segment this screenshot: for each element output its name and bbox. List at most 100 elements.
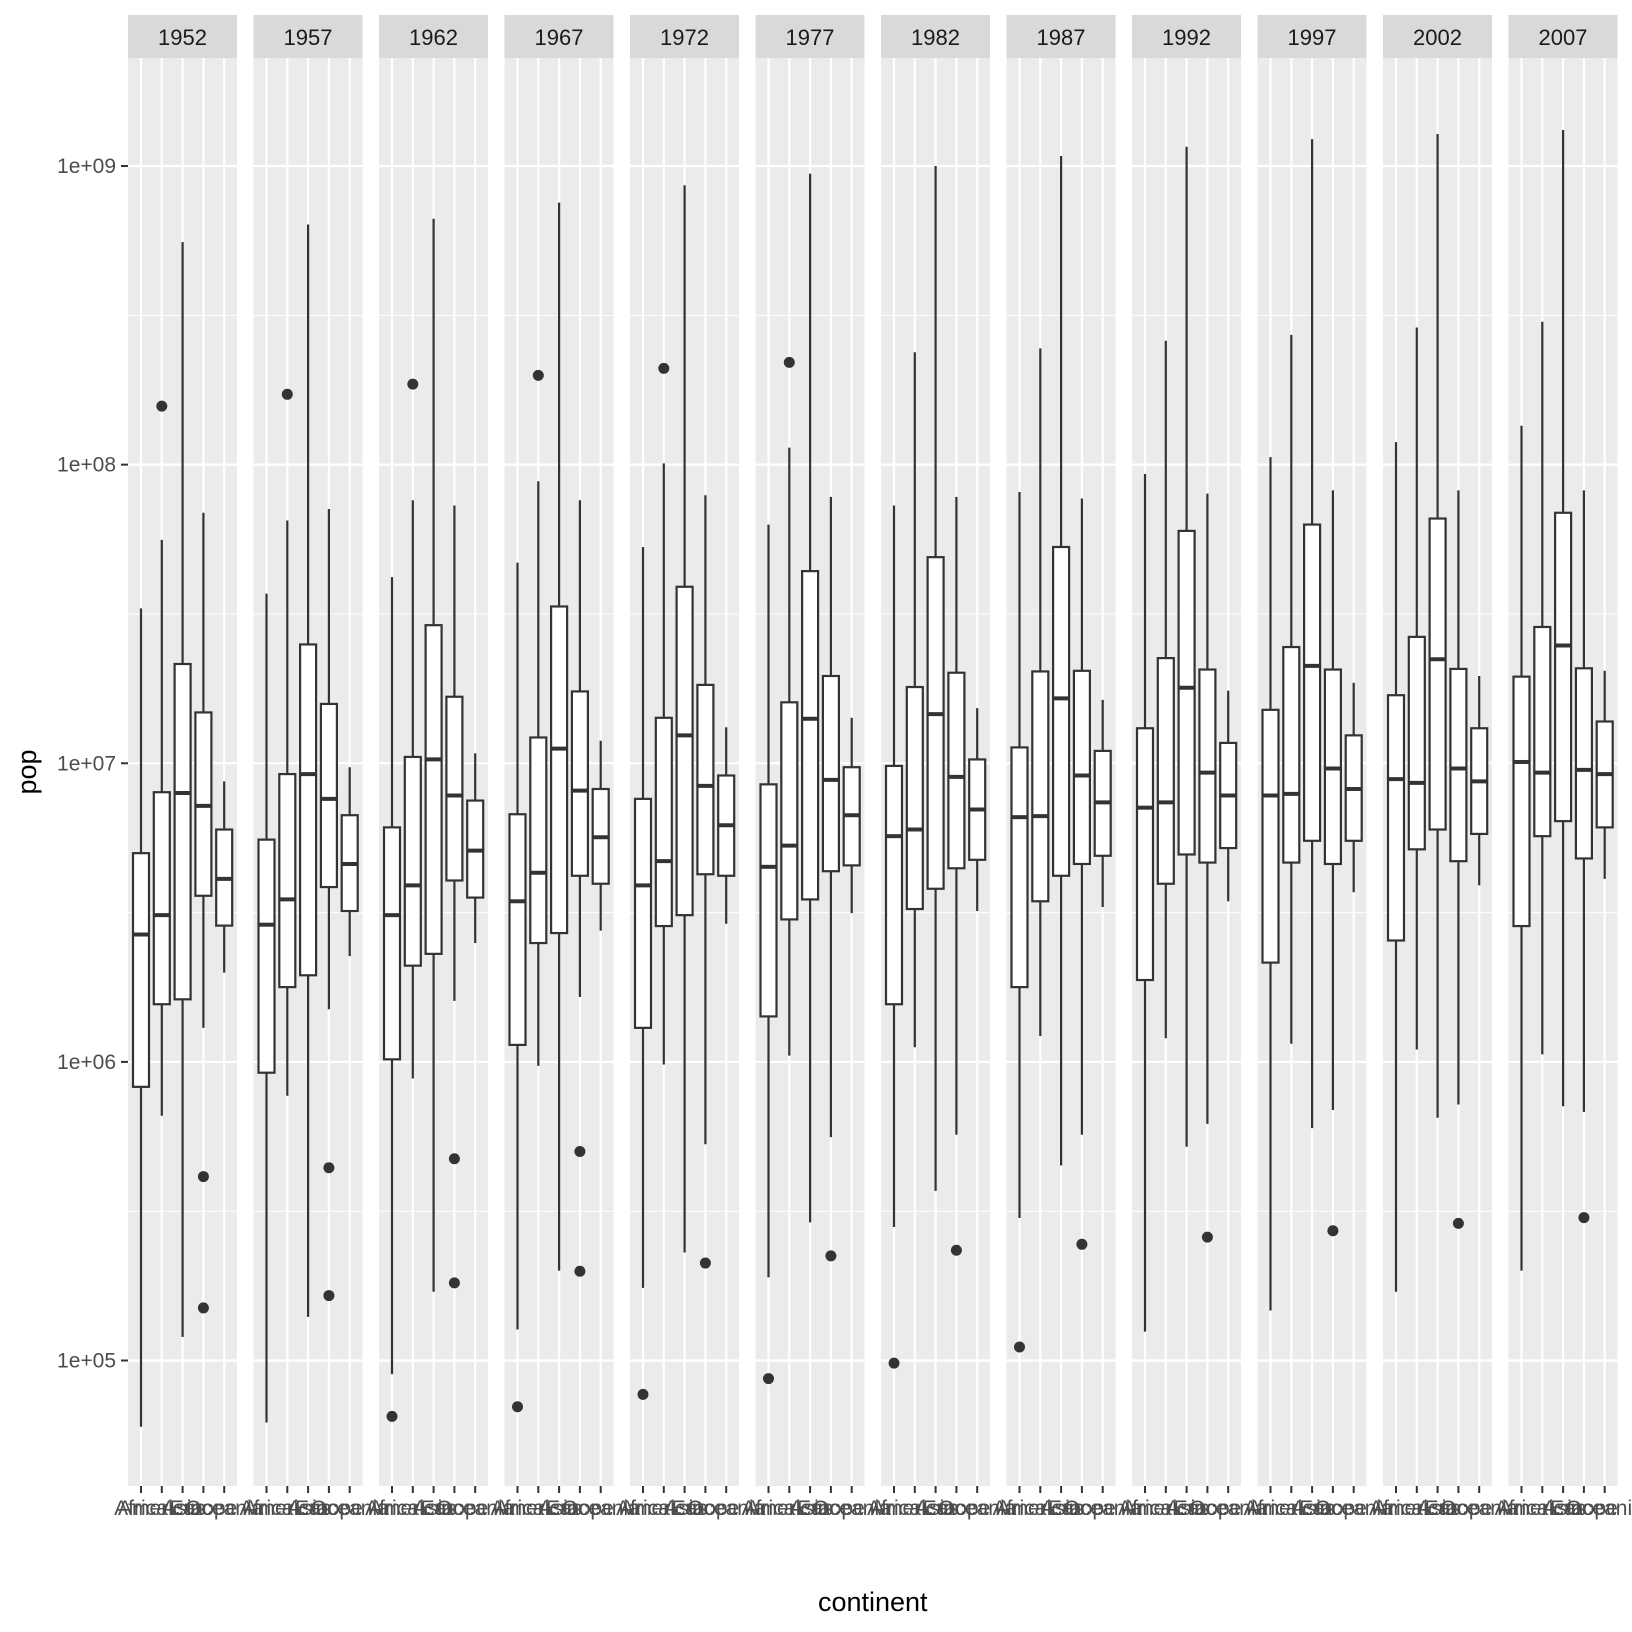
outlier-point [512,1401,523,1413]
box-iqr [821,674,841,873]
box-europe [570,500,590,1277]
outlier-point [448,1153,460,1165]
y-axis-title: pop [12,749,42,794]
box-europe [1072,498,1092,1250]
box-iqr [1051,545,1071,877]
outlier-point [1327,1225,1339,1237]
outlier-point [1076,1238,1088,1250]
x-tick-label: Europe [421,1497,489,1520]
x-tick-label: Asia [790,1497,831,1520]
box-americas [1031,348,1050,1037]
x-tick-label: Americas [746,1497,834,1520]
box-iqr [1135,727,1155,982]
facet-strip-label: 1967 [535,25,584,50]
box-iqr [403,755,422,967]
box-iqr [1574,667,1594,860]
box-iqr [926,556,945,890]
facet-strip [128,15,237,58]
box-europe [1323,490,1343,1237]
y-tick-label: 1e+06 [57,1051,116,1074]
outlier-point [1452,1217,1464,1229]
box-iqr [884,764,904,1006]
x-tick-label: Americas [1499,1497,1587,1520]
box-iqr [549,605,569,935]
box-africa [1135,474,1155,1332]
box-asia [675,185,694,1253]
box-africa [257,593,276,1423]
box-asia [549,202,569,1271]
box-iqr [1177,529,1196,856]
box-americas [529,369,548,1066]
x-tick-label: Africa [867,1497,921,1520]
x-tick-label: Oceania [1064,1497,1143,1520]
box-iqr [947,671,966,870]
box-iqr [299,643,318,977]
box-iqr [675,585,694,917]
x-tick-label: Americas [118,1497,206,1520]
x-tick-label: Asia [539,1497,580,1520]
outlier-point [574,1265,586,1277]
box-europe [696,495,715,1269]
box-oceania [842,717,861,914]
x-tick-label: Europe [546,1497,614,1520]
x-tick-label: Europe [1299,1497,1367,1520]
x-tick-label: Americas [1373,1497,1461,1520]
box-iqr [173,662,192,1001]
box-oceania [591,740,610,931]
box-europe [1449,490,1468,1229]
box-iqr [1553,511,1573,823]
box-iqr [508,813,527,1046]
x-tick-label: Africa [114,1497,168,1520]
outlier-point [323,1290,335,1302]
outlier-point [197,1171,209,1183]
x-tick-label: Americas [1248,1497,1336,1520]
box-africa [382,577,402,1422]
outlier-point [1578,1212,1590,1224]
facet-strip-label: 1952 [158,25,207,50]
x-tick-label: Asia [288,1497,329,1520]
box-iqr [1512,675,1531,928]
box-iqr [1449,667,1468,863]
y-tick-label: 1e+09 [57,155,116,178]
box-iqr [445,695,464,882]
box-iqr [654,716,673,928]
box-asia [800,173,820,1223]
facet-strip-label: 1977 [786,25,835,50]
x-tick-label: Asia [1166,1497,1207,1520]
box-iqr [382,826,402,1061]
box-iqr [1198,668,1217,864]
facet-strip [253,15,363,58]
facet-strip-label: 1957 [284,25,333,50]
box-oceania [340,767,359,957]
box-americas [403,378,422,1079]
box-africa [1010,491,1029,1353]
x-tick-label: Europe [1550,1497,1618,1520]
x-tick-label: Europe [170,1497,238,1520]
box-iqr [800,570,820,901]
x-tick-label: Americas [871,1497,959,1520]
x-tick-label: Americas [997,1497,1085,1520]
box-iqr [696,683,715,876]
x-tick-label: Oceania [687,1497,766,1520]
x-tick-label: Europe [295,1497,363,1520]
outlier-point [950,1244,962,1256]
box-americas [278,388,297,1096]
box-asia [424,218,443,1292]
box-iqr [1407,635,1426,851]
box-asia [1428,134,1447,1118]
outlier-point [156,400,168,412]
outlier-point [825,1250,837,1262]
box-iqr [905,685,924,911]
box-iqr [633,797,653,1029]
facet-strip [755,15,865,58]
outlier-point [323,1162,335,1174]
box-asia [1302,139,1322,1129]
